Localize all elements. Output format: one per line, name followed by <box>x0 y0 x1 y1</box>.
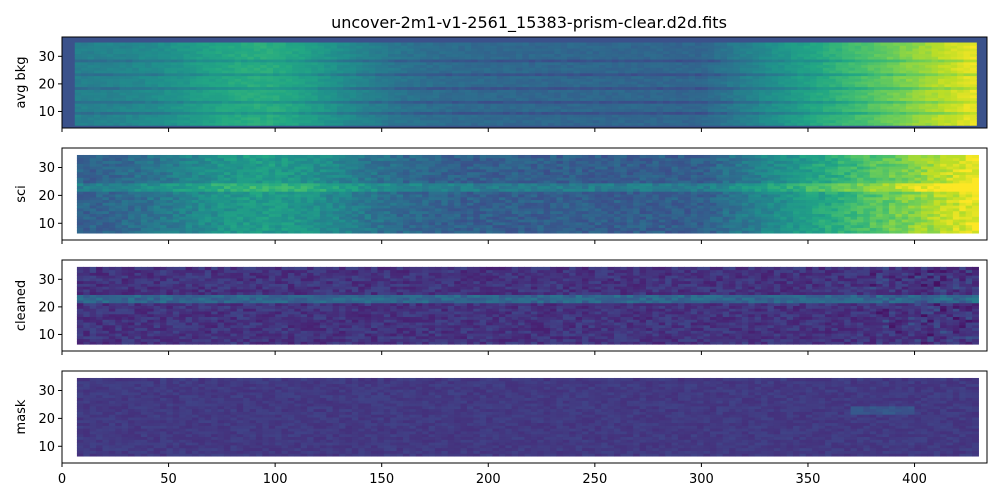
panel-2-ylabel: sci <box>14 185 29 203</box>
panel-1-ytick-label-20: 20 <box>38 77 55 92</box>
panel-2-frame <box>61 147 988 241</box>
panel-4-ytick-label-30: 30 <box>38 384 55 399</box>
x-axis: 0 50 100 150 200 250 300 350 400 <box>58 472 927 487</box>
panel-4-ytick-label-10: 10 <box>38 440 55 455</box>
panel-3-ylabel: cleaned <box>14 280 29 331</box>
panel-2-ytick-label-10: 10 <box>38 217 55 232</box>
panel-1-frame <box>61 36 988 129</box>
xtick-label-0: 0 <box>58 472 66 487</box>
panel-4-ylabel: mask <box>14 399 29 434</box>
panel-3-ytick-label-10: 10 <box>38 328 55 343</box>
panel-3-frame <box>61 259 988 352</box>
panel-1-ytick-label-30: 30 <box>38 50 55 65</box>
panels: 10 20 30 avg bkg 10 20 30 sci 10 20 30 cleaned 10 20 3… <box>14 36 988 467</box>
panel-3-ytick-label-20: 20 <box>38 300 55 315</box>
panel-2-image <box>76 154 979 234</box>
chart-title: uncover-2m1-v1-2561_15383-prism-clear.d2… <box>331 13 727 33</box>
panel-2: 10 20 30 sci <box>14 147 988 244</box>
panel-3-ytick-label-30: 30 <box>38 273 55 288</box>
panel-4-frame <box>61 370 988 464</box>
xtick-label-100: 100 <box>263 472 288 487</box>
xtick-label-50: 50 <box>160 472 177 487</box>
panel-4-ytick-label-20: 20 <box>38 412 55 427</box>
xtick-label-400: 400 <box>902 472 927 487</box>
panel-2-ytick-label-20: 20 <box>38 189 55 204</box>
panel-1-ytick-label-10: 10 <box>38 105 55 120</box>
panel-3: 10 20 30 cleaned <box>14 259 988 355</box>
panel-2-ytick-label-30: 30 <box>38 161 55 176</box>
xtick-label-200: 200 <box>476 472 501 487</box>
xtick-label-350: 350 <box>796 472 821 487</box>
xtick-label-250: 250 <box>582 472 607 487</box>
xtick-label-300: 300 <box>689 472 714 487</box>
panel-4-image <box>76 377 979 457</box>
xtick-label-150: 150 <box>369 472 394 487</box>
panel-3-image <box>76 266 979 345</box>
panel-1: 10 20 30 avg bkg <box>14 36 988 132</box>
panel-4: 10 20 30 mask <box>14 370 988 467</box>
panel-1-image <box>74 42 977 126</box>
panel-1-ylabel: avg bkg <box>14 56 29 108</box>
